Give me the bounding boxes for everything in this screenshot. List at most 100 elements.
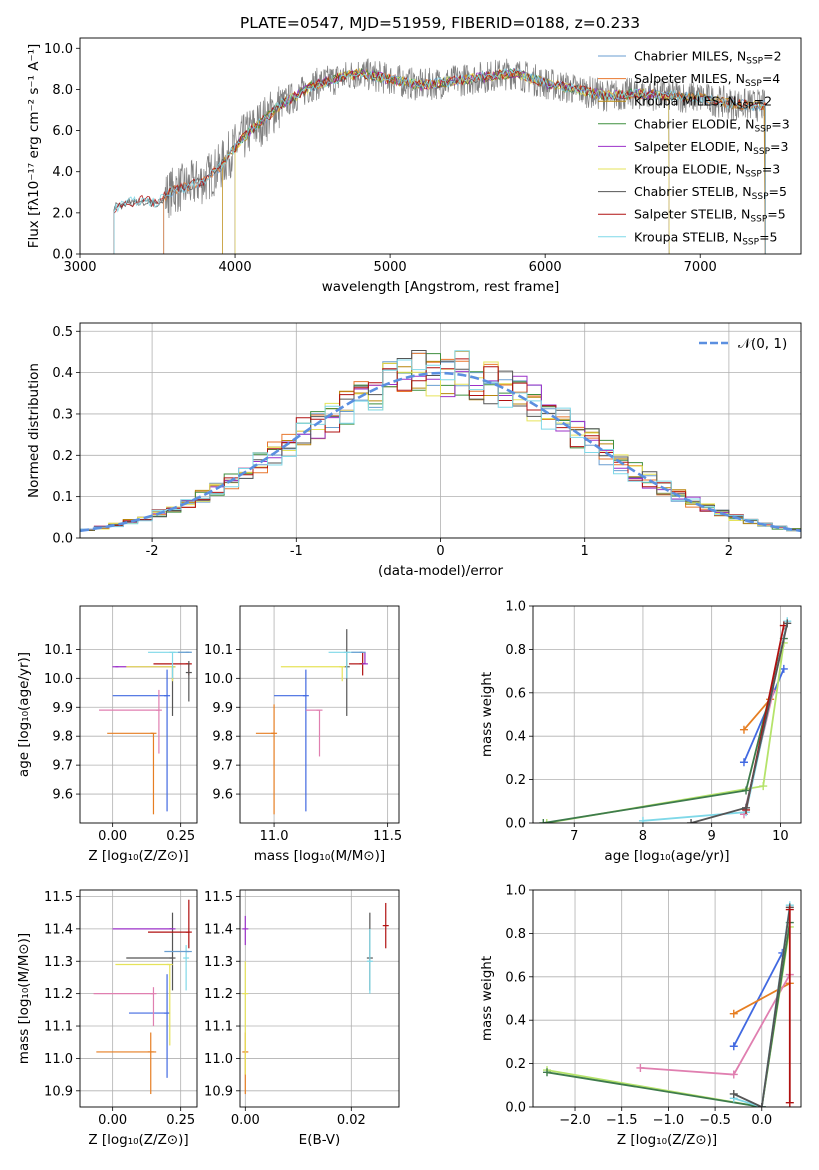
y-tick-label: 0.5 (52, 325, 73, 340)
y-tick-label: 0.4 (505, 730, 526, 745)
x-tick-label: 0.00 (98, 829, 127, 844)
mass-weight-marker (739, 725, 748, 734)
x-tick-label: 11.0 (260, 829, 289, 844)
y-tick-label: 11.3 (44, 955, 73, 970)
y-tick-label: 9.9 (52, 701, 73, 716)
y-tick-label: 0.0 (52, 532, 73, 547)
x-axis-label: Z [log₁₀(Z/Z⊙)] (617, 1132, 717, 1148)
axes-frame (239, 889, 400, 1108)
y-tick-label: 2.0 (52, 206, 73, 221)
x-tick-label: 8 (639, 829, 647, 844)
mass-weight-marker (785, 1098, 794, 1107)
x-tick-label: 7 (570, 829, 578, 844)
axes-frame (79, 37, 802, 255)
x-tick-label: -2 (146, 544, 159, 559)
x-axis-label: wavelength [Angstrom, rest frame] (322, 279, 560, 295)
y-axis-label: age [log₁₀(age/yr)] (16, 652, 32, 777)
plot-area (533, 606, 801, 823)
x-tick-label: −0.5 (699, 1113, 731, 1128)
y-tick-label: 0.2 (52, 449, 73, 464)
x-axis-label: (data-model)/error (378, 563, 504, 579)
y-tick-label: 9.7 (52, 759, 73, 774)
x-tick-label: 0 (436, 544, 444, 559)
x-tick-label: 0.00 (231, 1113, 260, 1128)
y-tick-label: 11.2 (44, 987, 73, 1002)
y-tick-label: 0.4 (52, 366, 73, 381)
x-tick-label: 0.25 (166, 829, 195, 844)
y-tick-label: 4.0 (52, 165, 73, 180)
x-tick-label: 0.02 (337, 1113, 366, 1128)
y-tick-label: 9.6 (212, 788, 233, 803)
y-tick-label: 0.8 (505, 927, 526, 942)
mass-weight-line (546, 922, 791, 1107)
axes-frame (532, 605, 802, 824)
legend-label: Chabrier STELIB, NSSP=5 (634, 184, 787, 202)
y-tick-label: 11.2 (204, 987, 233, 1002)
x-tick-label: 4000 (219, 260, 252, 275)
mass-weight-marker (542, 819, 551, 823)
plot-area (80, 323, 801, 538)
plot-area (240, 606, 399, 823)
x-tick-label: 7000 (684, 260, 717, 275)
mass-weight-marker (638, 816, 647, 823)
legend-label: Kroupa STELIB, NSSP=5 (634, 229, 778, 247)
mass-weight-marker (539, 819, 548, 823)
mass-weight-marker (543, 1068, 552, 1077)
mass-weight-marker (757, 1103, 766, 1107)
x-tick-label: 0.00 (98, 1113, 127, 1128)
x-tick-label: −2.0 (559, 1113, 591, 1128)
legend-label: Kroupa ELODIE, NSSP=3 (634, 162, 780, 180)
y-tick-label: 1.0 (505, 600, 526, 615)
y-tick-label: 0.0 (52, 248, 73, 263)
x-tick-label: 10 (772, 829, 789, 844)
x-tick-label: 2 (725, 544, 733, 559)
y-tick-label: 8.0 (52, 83, 73, 98)
mass-weight-marker (779, 664, 788, 673)
x-tick-label: 0.25 (166, 1113, 195, 1128)
mass-weight-marker (742, 786, 751, 795)
x-axis-label: age [log₁₀(age/yr)] (604, 848, 729, 864)
plot-area (240, 890, 399, 1107)
chart-mass_vs_EBV: 0.00 0.02 10.9 11.0 11.1 11.2 11.3 11.4 11.5 E(B-… (204, 889, 400, 1148)
y-tick-label: 0.4 (505, 1014, 526, 1029)
y-tick-label: 0.0 (505, 1101, 526, 1116)
y-tick-label: 9.7 (212, 759, 233, 774)
legend-label: Kroupa MILES, NSSP=2 (634, 94, 772, 112)
y-tick-label: 11.0 (44, 1052, 73, 1067)
x-tick-label: 6000 (529, 260, 562, 275)
mass-weight-marker (729, 1009, 738, 1018)
y-tick-label: 11.4 (44, 922, 73, 937)
legend-label: Salpeter STELIB, NSSP=5 (634, 207, 786, 225)
legend-label: Salpeter MILES, NSSP=4 (634, 71, 780, 89)
y-tick-label: 9.9 (212, 701, 233, 716)
y-tick-label: 0.0 (505, 817, 526, 832)
y-tick-label: 11.1 (44, 1020, 73, 1035)
y-tick-label: 10.9 (44, 1084, 73, 1099)
chart-mass_weight_vs_Z: −2.0 −1.5 −1.0 −0.5 0.0 0.0 0.2 0.4 0.6 0.8 1.0 Z [… (479, 884, 802, 1148)
histogram-step (80, 350, 801, 532)
y-tick-label: 10.0 (44, 42, 73, 57)
y-tick-label: 0.2 (505, 1057, 526, 1072)
y-axis-label: mass weight (479, 956, 495, 1041)
y-tick-label: 11.5 (204, 890, 233, 905)
legend-label: Salpeter ELODIE, NSSP=3 (634, 139, 788, 157)
mass-weight-marker (687, 819, 696, 823)
y-tick-label: 9.8 (212, 730, 233, 745)
y-tick-label: 11.1 (204, 1020, 233, 1035)
mass-weight-marker (636, 1063, 645, 1072)
axes-frame (79, 322, 802, 539)
plot-area (80, 890, 197, 1107)
normal-curve (80, 371, 801, 533)
y-tick-label: 0.1 (52, 490, 73, 505)
y-tick-label: 6.0 (52, 124, 73, 139)
y-axis-label: Flux [fλ10⁻¹⁷ erg cm⁻² s⁻¹ A⁻¹] (26, 44, 42, 249)
y-tick-label: 10.0 (44, 672, 73, 687)
x-axis-label: E(B-V) (299, 1132, 341, 1148)
axes-frame (79, 889, 198, 1108)
y-tick-label: 0.6 (505, 686, 526, 701)
chart-spectrum: 3000 4000 5000 6000 7000 0.0 2.0 4.0 6.0 8.0 10.0 w… (26, 37, 802, 295)
y-tick-label: 11.4 (204, 922, 233, 937)
y-tick-label: 1.0 (505, 884, 526, 899)
mass-weight-marker (759, 782, 768, 791)
mass-weight-marker (729, 1042, 738, 1051)
